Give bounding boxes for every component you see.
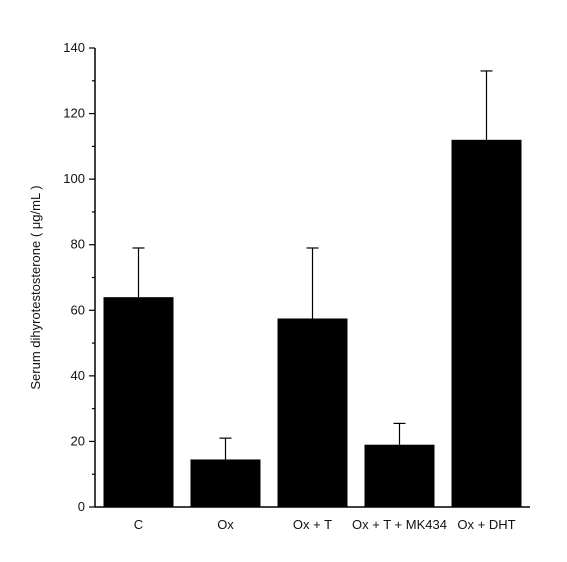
y-tick-label: 0 xyxy=(78,499,85,514)
y-tick-label: 80 xyxy=(71,237,85,252)
x-tick-label: Ox + T xyxy=(293,517,332,532)
y-tick-label: 40 xyxy=(71,368,85,383)
y-ticks-group: 0 20 40 60 80 100 120 140 xyxy=(63,40,95,514)
bar xyxy=(277,318,348,507)
y-tick-label: 140 xyxy=(63,40,85,55)
x-tick-label: C xyxy=(134,517,143,532)
x-tick-label: Ox xyxy=(217,517,234,532)
x-labels-group: C Ox Ox + T Ox + T + MK434 Ox + DHT xyxy=(134,517,516,532)
bars-group xyxy=(103,139,522,508)
bar xyxy=(190,459,261,507)
y-tick-label: 60 xyxy=(71,302,85,317)
y-axis-title: Serum dihyrotestosterone ( μg/mL ) xyxy=(28,185,43,389)
y-tick-label: 20 xyxy=(71,433,85,448)
y-tick-label: 120 xyxy=(63,106,85,121)
y-tick-label: 100 xyxy=(63,171,85,186)
x-tick-label: Ox + T + MK434 xyxy=(352,517,447,532)
bar xyxy=(364,444,435,507)
bar xyxy=(103,297,174,507)
error-bars-group xyxy=(132,70,493,460)
x-tick-label: Ox + DHT xyxy=(457,517,515,532)
bar xyxy=(451,139,522,508)
